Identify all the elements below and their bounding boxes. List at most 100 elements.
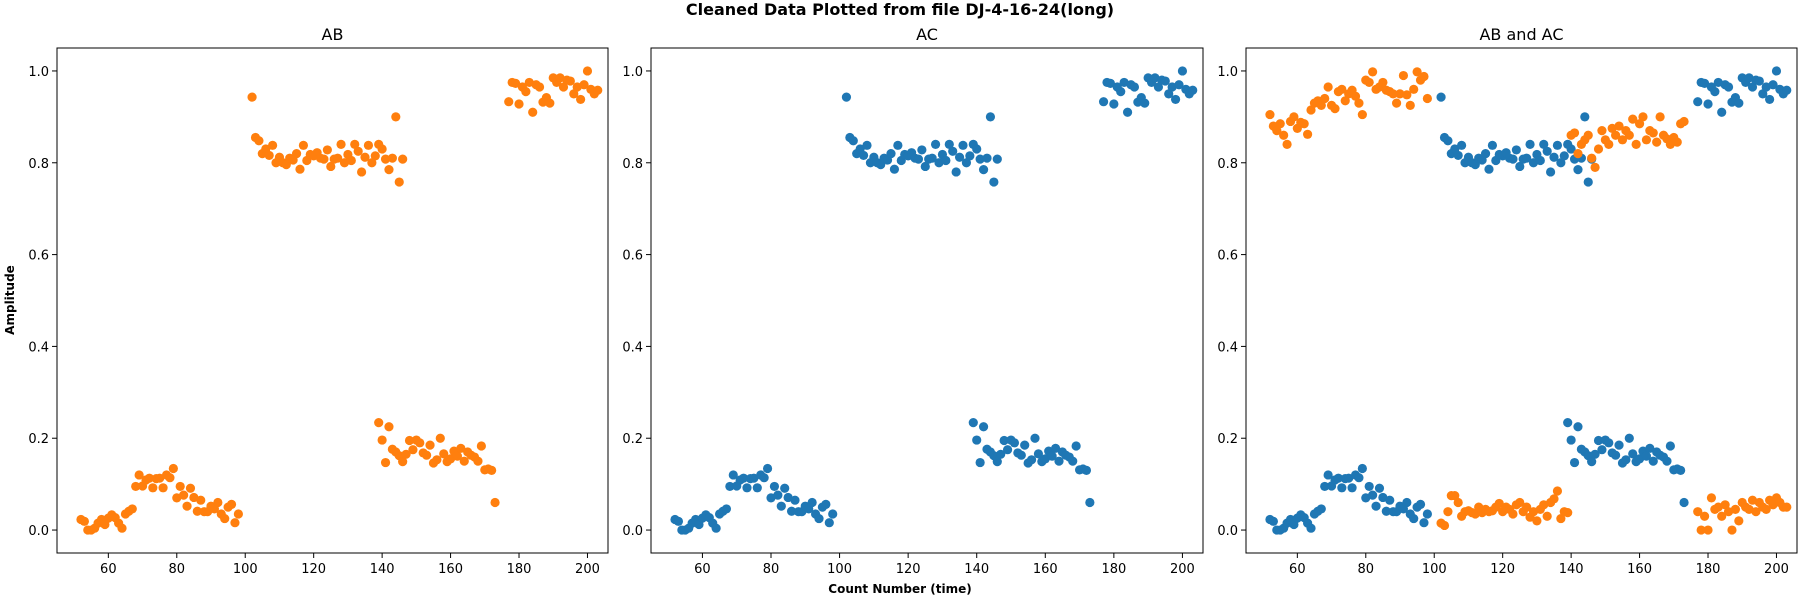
data-point-orange	[490, 497, 500, 508]
data-point-orange	[291, 148, 302, 159]
data-point-orange	[1395, 89, 1405, 99]
data-point-blue	[1081, 465, 1092, 475]
x-tick-label: 120	[896, 562, 921, 577]
data-point-orange	[226, 499, 237, 509]
x-tick-label: 200	[1170, 562, 1195, 577]
data-point-blue	[1665, 441, 1675, 451]
data-point-blue	[1436, 92, 1446, 102]
data-point-orange	[1494, 498, 1504, 509]
x-tick-label: 80	[763, 562, 780, 577]
data-point-orange	[1303, 129, 1313, 139]
y-tick-label: 0.4	[622, 340, 643, 355]
data-point-orange	[117, 523, 127, 533]
data-point-blue	[965, 151, 975, 161]
data-point-orange	[360, 152, 370, 162]
data-point-blue	[1457, 140, 1467, 150]
data-point-orange	[1717, 511, 1727, 521]
data-point-blue	[1511, 145, 1521, 155]
data-point-blue	[1703, 99, 1713, 109]
y-tick-label: 1.0	[28, 65, 49, 80]
data-point-orange	[370, 151, 380, 161]
y-tick-label: 0.2	[622, 432, 643, 447]
data-point-blue	[920, 161, 930, 172]
data-point-blue	[1484, 164, 1494, 174]
data-point-orange	[398, 457, 408, 467]
data-point-blue	[1580, 112, 1590, 122]
data-point-orange	[268, 140, 278, 150]
data-point-blue	[1047, 451, 1057, 461]
data-point-orange	[1693, 507, 1703, 517]
data-point-blue	[958, 140, 968, 150]
data-point-orange	[1583, 130, 1593, 140]
data-point-orange	[158, 483, 168, 493]
data-point-orange	[1587, 153, 1597, 163]
data-point-orange	[144, 473, 154, 483]
data-point-blue	[1583, 177, 1593, 187]
data-point-blue	[1054, 456, 1064, 466]
data-point-blue	[1409, 513, 1419, 524]
data-point-blue	[1648, 456, 1658, 466]
figure-y-axis-label: Amplitude	[3, 265, 17, 335]
data-point-blue	[1604, 438, 1614, 448]
data-point-blue	[975, 154, 985, 164]
data-point-blue	[954, 152, 965, 162]
data-point-orange	[1354, 98, 1364, 108]
data-point-orange	[582, 66, 593, 76]
data-point-orange	[1412, 67, 1422, 77]
x-tick-label: 200	[575, 562, 600, 577]
data-point-orange	[504, 97, 514, 107]
data-point-orange	[377, 435, 387, 445]
data-point-blue	[711, 523, 721, 533]
data-point-orange	[1727, 525, 1737, 535]
data-point-blue	[773, 490, 783, 500]
data-point-orange	[432, 455, 442, 465]
data-point-blue	[1415, 499, 1426, 509]
data-point-blue	[944, 139, 954, 150]
data-point-blue	[1170, 94, 1181, 105]
data-point-orange	[1672, 137, 1682, 147]
data-point-orange	[558, 82, 569, 92]
plot-frame	[650, 47, 1204, 554]
data-point-blue	[1549, 152, 1559, 162]
data-point-orange	[1696, 525, 1706, 535]
data-point-blue	[893, 140, 903, 150]
data-point-orange	[1340, 96, 1350, 106]
data-point-orange	[1289, 112, 1299, 122]
data-point-orange	[565, 76, 575, 86]
data-point-blue	[1068, 456, 1078, 466]
data-point-blue	[1573, 165, 1583, 175]
data-point-orange	[1402, 90, 1412, 100]
data-point-blue	[1105, 78, 1116, 88]
data-point-orange	[1604, 139, 1614, 150]
data-point-blue	[1109, 99, 1119, 109]
data-point-orange	[521, 87, 531, 97]
y-tick-label: 0.6	[622, 249, 643, 264]
x-tick-label: 180	[507, 562, 532, 577]
data-point-orange	[134, 470, 144, 480]
data-point-orange	[346, 155, 356, 166]
data-point-blue	[1323, 470, 1333, 480]
data-point-orange	[175, 481, 185, 492]
data-point-blue	[762, 463, 773, 474]
data-point-orange	[1320, 93, 1330, 104]
data-point-orange	[1364, 77, 1374, 88]
data-point-orange	[380, 154, 391, 164]
data-point-orange	[1734, 516, 1744, 526]
data-point-orange	[374, 418, 384, 428]
scatter-points	[670, 66, 1198, 535]
data-point-orange	[1617, 135, 1628, 145]
data-point-blue	[1624, 433, 1634, 443]
data-point-blue	[749, 473, 759, 483]
x-tick-label: 160	[1627, 562, 1652, 577]
data-point-orange	[1272, 126, 1282, 136]
data-point-orange	[514, 99, 524, 109]
data-point-blue	[725, 481, 735, 492]
data-point-blue	[1508, 154, 1518, 164]
data-point-blue	[1765, 94, 1775, 105]
y-tick-label: 0.2	[1217, 432, 1238, 447]
data-point-blue	[1593, 435, 1604, 446]
data-point-blue	[1140, 98, 1150, 108]
data-point-orange	[1611, 130, 1621, 140]
data-point-blue	[1621, 455, 1631, 465]
data-point-orange	[456, 443, 466, 453]
